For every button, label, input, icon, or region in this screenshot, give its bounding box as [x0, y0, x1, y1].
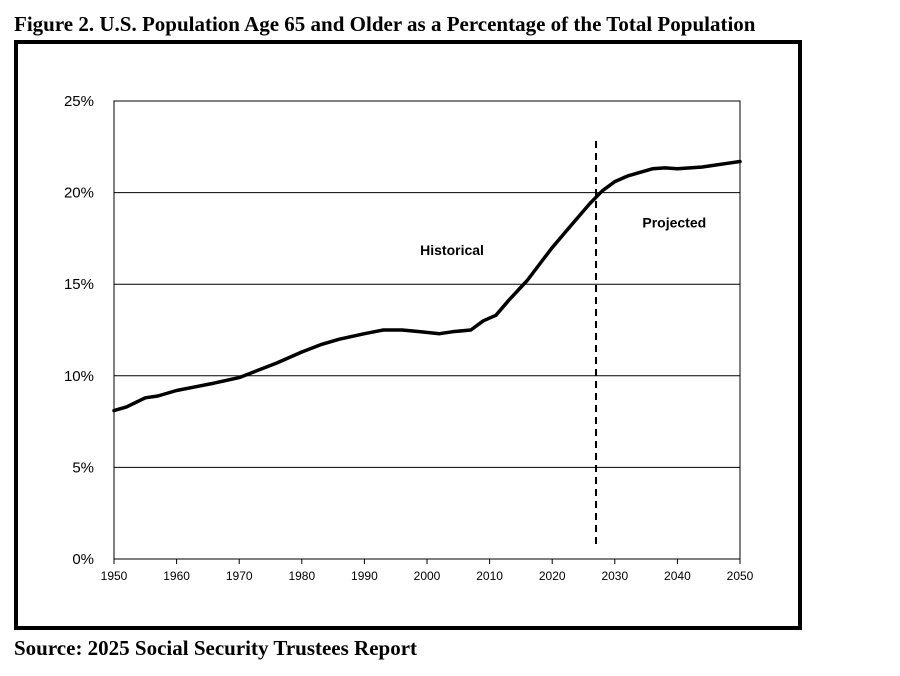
y-tick-label: 5% — [72, 459, 94, 476]
x-tick-label: 2030 — [601, 569, 628, 583]
y-tick-label: 20% — [64, 185, 94, 202]
y-tick-label: 0% — [72, 551, 94, 568]
axis-layer — [113, 100, 741, 564]
x-tick-label: 1950 — [101, 569, 128, 583]
annotation-projected: Projected — [642, 214, 706, 230]
chart-frame — [14, 40, 802, 630]
x-tick-label: 1970 — [226, 569, 253, 583]
source-note: Source: 2025 Social Security Trustees Re… — [14, 636, 418, 660]
x-tick-label: 2000 — [414, 569, 441, 583]
y-tick-label: 10% — [64, 368, 94, 385]
series-layer — [112, 141, 742, 549]
figure-title: Figure 2. U.S. Population Age 65 and Old… — [14, 12, 756, 36]
y-tick-label: 25% — [64, 93, 94, 110]
x-tick-label: 1990 — [351, 569, 378, 583]
x-tick-label: 1980 — [288, 569, 315, 583]
label-layer: 0% 5% 10% 15% 20% 25% 1950 1960 1970 1980 1990 2000… — [64, 93, 754, 583]
x-tick-label: 2010 — [476, 569, 503, 583]
series-line-0 — [112, 159, 742, 413]
grid-layer — [114, 100, 740, 468]
y-tick-label: 15% — [64, 276, 94, 293]
x-tick-label: 1960 — [163, 569, 190, 583]
x-tick-label: 2050 — [727, 569, 754, 583]
annotation-historical: Historical — [420, 242, 484, 258]
x-tick-label: 2020 — [539, 569, 566, 583]
x-tick-label: 2040 — [664, 569, 691, 583]
